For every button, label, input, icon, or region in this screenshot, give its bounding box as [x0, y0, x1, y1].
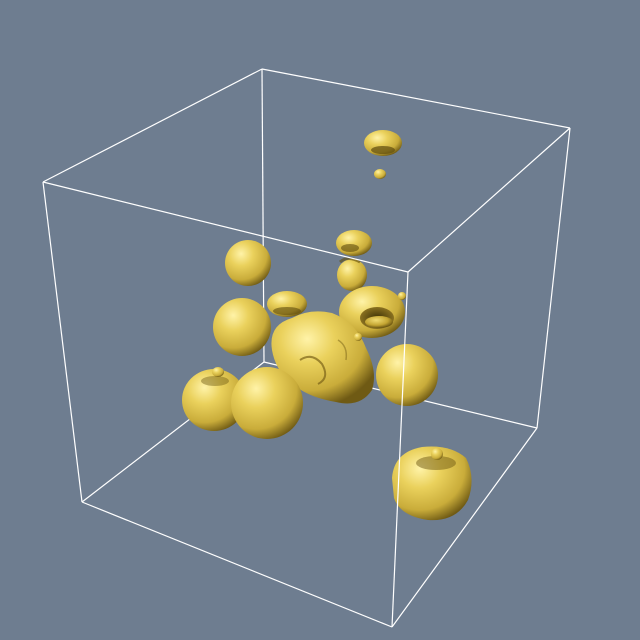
isosurface-blob-right-middle — [376, 344, 438, 406]
isosurface-blob-top-tiny — [374, 169, 386, 179]
isosurface-blob-top-small — [364, 130, 402, 156]
isosurface-blob-upper-left — [225, 240, 271, 286]
isosurface-blob-small-lens — [267, 291, 307, 317]
bounding-box-back — [42, 68, 571, 503]
isosurface-blob-bottom-left-pair — [182, 367, 303, 439]
isosurface-blob-bottom-right — [392, 446, 472, 521]
bounding-box-front — [42, 127, 571, 628]
isosurface-blobs — [182, 130, 472, 521]
isosurface-blob-central-large — [271, 311, 374, 404]
isosurface-blob-left-middle — [213, 298, 271, 356]
isosurface-blob-ring — [339, 286, 406, 338]
isosurface-blob-upper-hook — [336, 230, 372, 291]
